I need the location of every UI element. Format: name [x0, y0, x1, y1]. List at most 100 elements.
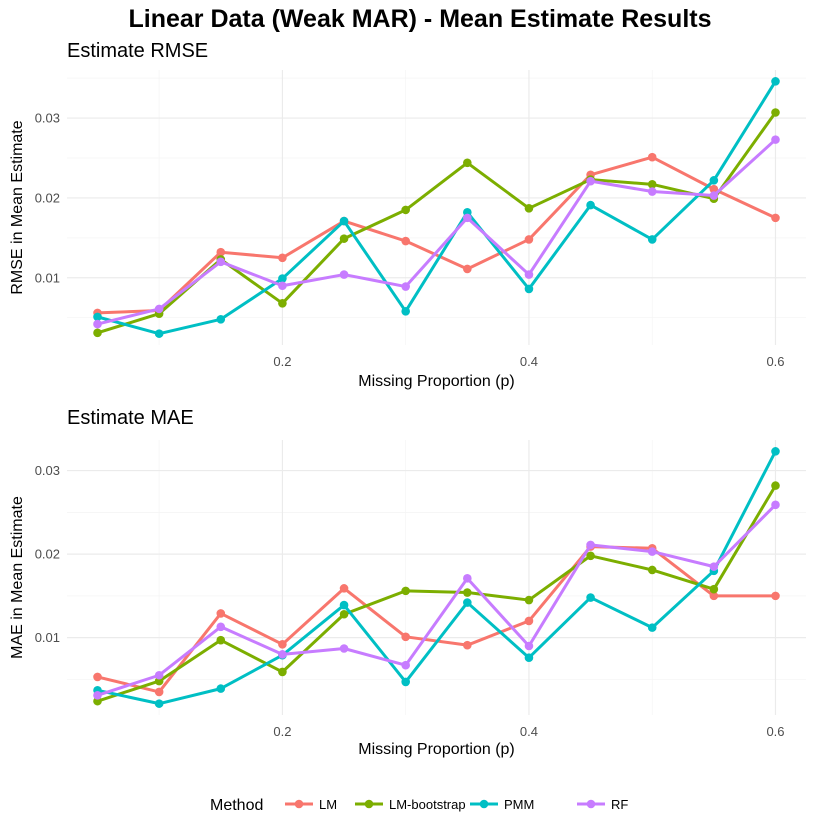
series-line-rf: [96, 503, 777, 697]
data-point-pmm: [154, 699, 164, 708]
data-point-lm-bootstrap: [771, 481, 780, 490]
data-point-lm-bootstrap: [524, 203, 534, 213]
data-point-pmm: [586, 593, 595, 602]
series-lm-bootstrap: [93, 481, 780, 706]
data-point-rf: [709, 191, 719, 200]
data-point-rf: [339, 270, 349, 279]
data-point-pmm: [524, 284, 534, 294]
data-point-lm-bootstrap: [647, 565, 657, 575]
series-line-rf: [96, 138, 777, 326]
series-line-lm-bootstrap: [96, 484, 777, 703]
y-tick-label: 0.01: [35, 630, 60, 645]
data-point-rf: [647, 187, 657, 196]
data-point-lm-bootstrap: [216, 635, 226, 645]
data-point-pmm: [524, 653, 534, 662]
data-point-lm: [771, 213, 780, 223]
y-tick-label: 0.02: [35, 190, 60, 205]
legend-item-lm: LM: [285, 797, 337, 812]
data-point-pmm: [339, 216, 349, 226]
series-line-pmm: [96, 79, 777, 336]
data-point-rf: [93, 690, 102, 700]
data-point-rf: [216, 622, 226, 632]
x-tick-label: 0.6: [766, 354, 784, 369]
data-point-rf: [154, 670, 164, 680]
data-point-lm-bootstrap: [771, 108, 780, 117]
data-point-pmm: [771, 447, 780, 456]
data-point-pmm: [278, 274, 287, 283]
data-point-lm-bootstrap: [401, 205, 410, 215]
data-point-rf: [771, 500, 780, 510]
data-point-rf: [709, 562, 719, 571]
data-point-lm: [339, 584, 349, 593]
data-point-lm: [524, 616, 534, 626]
x-tick-label: 0.2: [273, 354, 291, 369]
series-line-lm-bootstrap: [96, 110, 777, 335]
legend-key-point: [364, 799, 374, 809]
legend-item-pmm: PMM: [470, 797, 534, 812]
data-point-pmm: [647, 623, 657, 632]
x-axis-label: Missing Proportion (p): [358, 741, 515, 758]
data-point-lm: [771, 591, 780, 601]
y-axis-label: MAE in Mean Estimate: [9, 496, 26, 659]
series-line-pmm: [96, 449, 777, 706]
series-rf: [93, 500, 780, 700]
mae-panel: 0.2 0.4 0.6 0.01 0.02 0.03 Estimate MAE Missing…: [9, 407, 806, 758]
data-point-pmm: [93, 312, 102, 322]
data-point-lm: [216, 247, 226, 257]
grid: [67, 70, 806, 345]
x-axis-label: Missing Proportion (p): [358, 373, 515, 390]
y-axis-label: RMSE in Mean Estimate: [9, 120, 26, 294]
data-point-rf: [93, 319, 102, 329]
data-point-lm-bootstrap: [586, 551, 595, 561]
data-point-lm: [524, 235, 534, 244]
data-point-lm-bootstrap: [524, 595, 534, 605]
legend-label: LM: [319, 797, 337, 812]
data-point-rf: [463, 574, 472, 583]
data-point-pmm: [401, 306, 410, 316]
y-tick-label: 0.02: [35, 547, 60, 562]
legend-label: LM-bootstrap: [389, 797, 466, 812]
data-point-rf: [401, 282, 410, 291]
data-point-pmm: [154, 329, 164, 338]
data-point-lm: [463, 640, 472, 650]
data-point-rf: [401, 660, 410, 670]
data-point-rf: [216, 257, 226, 267]
grid: [67, 440, 806, 715]
legend-key-point: [586, 799, 596, 809]
data-point-lm-bootstrap: [339, 234, 349, 243]
data-point-lm: [709, 591, 719, 601]
data-point-lm-bootstrap: [278, 667, 287, 677]
data-point-lm: [154, 687, 164, 697]
data-point-lm: [278, 640, 287, 649]
rmse-panel: 0.2 0.4 0.6 0.01 0.02 0.03 Estimate RMSE Missin…: [9, 40, 806, 390]
x-tick-label: 0.6: [766, 724, 784, 739]
data-point-lm-bootstrap: [93, 328, 102, 338]
data-point-rf: [524, 641, 534, 651]
data-point-pmm: [463, 598, 472, 607]
series-pmm: [93, 77, 780, 338]
data-point-lm: [709, 184, 719, 194]
data-point-rf: [524, 270, 534, 279]
series-line-lm: [96, 155, 777, 315]
data-point-pmm: [339, 600, 349, 610]
data-point-pmm: [771, 77, 780, 86]
y-tick-label: 0.03: [35, 463, 60, 478]
data-point-rf: [339, 644, 349, 653]
y-tick-label: 0.03: [35, 111, 60, 126]
data-point-rf: [154, 304, 164, 314]
data-point-lm-bootstrap: [463, 158, 472, 168]
series-rf: [93, 135, 780, 329]
data-point-rf: [278, 650, 287, 659]
data-point-lm: [216, 609, 226, 618]
data-point-lm: [401, 236, 410, 246]
x-tick-label: 0.2: [273, 724, 291, 739]
data-point-rf: [463, 213, 472, 223]
data-point-pmm: [647, 235, 657, 244]
data-point-lm: [463, 264, 472, 274]
legend-title: Method: [210, 797, 263, 814]
data-point-pmm: [709, 176, 719, 185]
series-lm-bootstrap: [93, 108, 780, 338]
data-point-lm: [647, 152, 657, 162]
legend-key-point: [479, 799, 489, 809]
